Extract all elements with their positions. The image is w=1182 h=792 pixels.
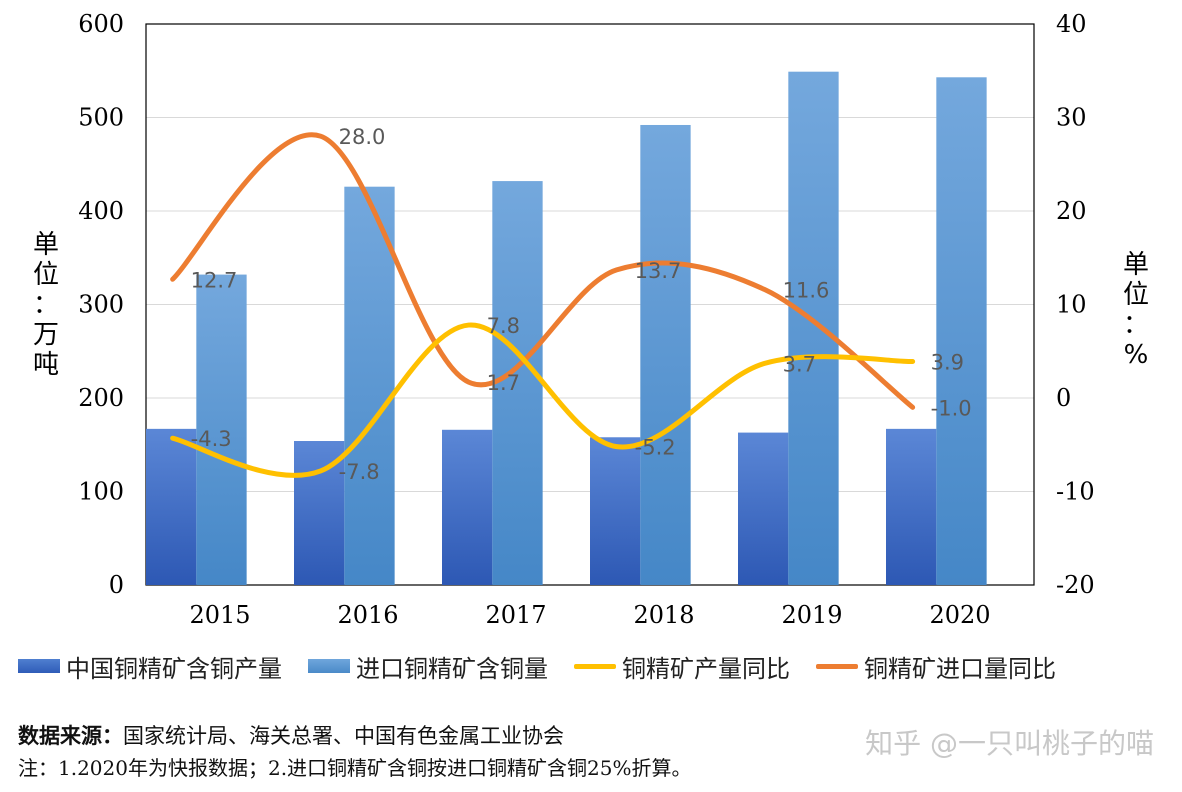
- source-label: 数据来源：: [18, 723, 123, 748]
- chart-canvas: 0 100 200 300 400 500 600 -20 -10 0 10 20 30 40 2015 20…: [78, 10, 1095, 629]
- y-right-tick-label: 20: [1056, 197, 1087, 225]
- legend-item-import-yoy: 铜精矿进口量同比: [816, 649, 1056, 684]
- x-tick-label: 2019: [781, 601, 842, 629]
- y-right-tick-label: -20: [1056, 571, 1095, 599]
- data-label-production-yoy: -5.2: [635, 436, 676, 460]
- legend-swatch-import: [308, 659, 350, 673]
- legend-label-import-yoy: 铜精矿进口量同比: [864, 654, 1056, 683]
- left-axis-label: 单位：万吨: [32, 230, 59, 380]
- y-left-tick-label: 0: [109, 571, 124, 599]
- data-label-production-yoy: 3.7: [783, 352, 816, 376]
- legend-label-production-yoy: 铜精矿产量同比: [622, 654, 790, 683]
- legend-item-import: 进口铜精矿含铜量: [308, 649, 548, 684]
- y-right-tick-label: -10: [1056, 478, 1095, 506]
- y-left-tick-label: 400: [78, 197, 124, 225]
- bar-import: [196, 274, 247, 585]
- y-left-tick-label: 300: [78, 291, 124, 319]
- y-left-tick-label: 100: [78, 478, 124, 506]
- y-left-tick-label: 500: [78, 104, 124, 132]
- data-label-import-yoy: -1.0: [931, 396, 972, 420]
- chart-legend: 中国铜精矿含铜产量 进口铜精矿含铜量 铜精矿产量同比 铜精矿进口量同比: [18, 646, 1168, 686]
- x-tick-label: 2017: [485, 601, 546, 629]
- data-label-import-yoy: 13.7: [635, 259, 682, 283]
- x-tick-label: 2015: [189, 601, 250, 629]
- y-right-tick-label: 30: [1056, 104, 1087, 132]
- bar-production: [442, 429, 493, 585]
- legend-line-production-yoy: [574, 663, 616, 669]
- y-left-tick-label: 200: [78, 384, 124, 412]
- legend-line-import-yoy: [816, 663, 858, 669]
- legend-swatch-production: [18, 659, 60, 673]
- bar-import: [344, 186, 395, 585]
- bar-production: [590, 437, 641, 585]
- data-label-production-yoy: 7.8: [487, 314, 520, 338]
- bar-import: [492, 181, 543, 585]
- y-right-tick-label: 10: [1056, 291, 1087, 319]
- data-label-import-yoy: 11.6: [783, 279, 830, 303]
- bar-import: [936, 77, 987, 586]
- y-left-tick-label: 600: [78, 10, 124, 38]
- data-label-import-yoy: 28.0: [339, 125, 386, 149]
- y-right-tick-label: 40: [1056, 10, 1087, 38]
- bar-import: [788, 71, 839, 585]
- x-tick-label: 2018: [633, 601, 694, 629]
- legend-label-production: 中国铜精矿含铜产量: [66, 654, 282, 683]
- source-text: 国家统计局、海关总署、中国有色金属工业协会: [123, 724, 564, 748]
- data-source: 数据来源：国家统计局、海关总署、中国有色金属工业协会: [18, 720, 564, 750]
- data-label-import-yoy: 1.7: [487, 371, 520, 395]
- data-label-production-yoy: -4.3: [191, 427, 232, 451]
- data-label-production-yoy: 3.9: [931, 351, 964, 375]
- x-tick-label: 2020: [929, 601, 990, 629]
- right-axis-label: 单位：%: [1122, 250, 1149, 370]
- y-right-tick-label: 0: [1056, 384, 1071, 412]
- data-label-production-yoy: -7.8: [339, 460, 380, 484]
- watermark: 知乎 @一只叫桃子的喵: [865, 727, 1154, 760]
- line-import-yoy: [170, 132, 916, 410]
- legend-item-production: 中国铜精矿含铜产量: [18, 649, 282, 684]
- line-production-yoy: [170, 322, 916, 478]
- bar-production: [146, 428, 197, 585]
- bar-import: [640, 124, 691, 585]
- data-label-import-yoy: 12.7: [191, 268, 238, 292]
- legend-label-import: 进口铜精矿含铜量: [356, 654, 548, 683]
- bar-production: [886, 428, 937, 585]
- footnote: 注：1.2020年为快报数据；2.进口铜精矿含铜按进口铜精矿含铜25%折算。: [18, 756, 692, 780]
- bar-production: [738, 432, 789, 585]
- legend-item-production-yoy: 铜精矿产量同比: [574, 649, 790, 684]
- x-tick-label: 2016: [337, 601, 398, 629]
